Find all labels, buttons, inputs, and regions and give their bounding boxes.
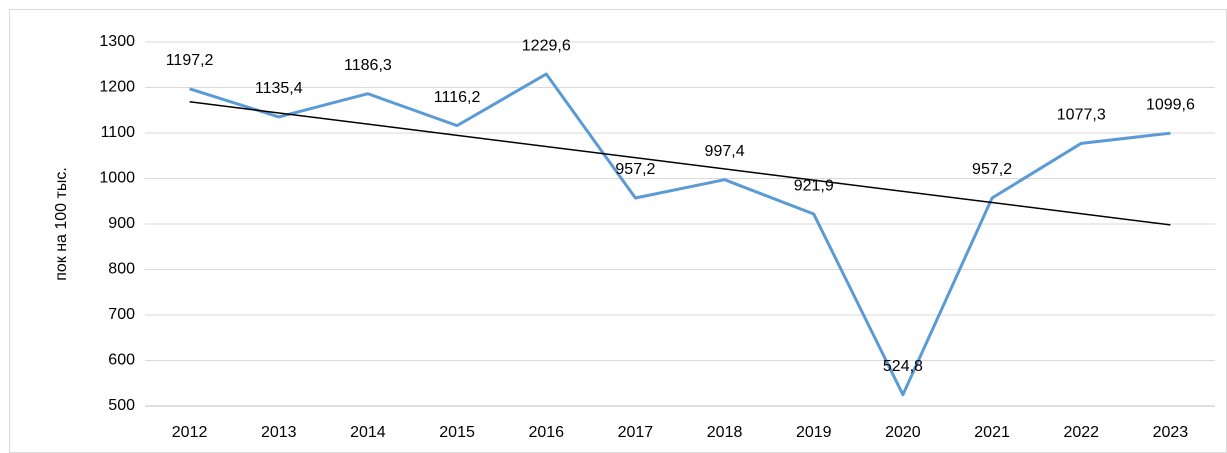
- x-tick-label: 2012: [172, 424, 208, 441]
- x-tick-label: 2016: [528, 424, 564, 441]
- x-tick-label: 2022: [1063, 424, 1099, 441]
- trend-line: [189, 100, 1171, 226]
- x-tick-label: 2013: [261, 424, 297, 441]
- data-label: 1116,2: [434, 89, 481, 106]
- x-tick-label: 2023: [1153, 424, 1189, 441]
- data-label: 1099,6: [1146, 96, 1195, 113]
- data-label: 957,2: [972, 161, 1012, 178]
- y-axis-label: пок на 100 тыс.: [53, 167, 70, 281]
- data-label: 1197,2: [166, 52, 214, 69]
- y-tick-label: 1100: [101, 124, 136, 141]
- data-label: 921,9: [794, 177, 834, 194]
- y-tick-label: 500: [108, 397, 135, 414]
- data-label: 1229,6: [522, 37, 571, 54]
- x-tick-label: 2019: [796, 424, 832, 441]
- x-tick-label: 2015: [439, 424, 475, 441]
- chart-frame: [9, 9, 1227, 453]
- x-tick-label: 2018: [707, 424, 743, 441]
- x-tick-label: 2017: [618, 424, 654, 441]
- data-label: 957,2: [615, 161, 655, 178]
- data-label: 524,8: [883, 358, 923, 375]
- y-tick-label: 700: [108, 306, 135, 323]
- y-tick-label: 1200: [99, 79, 135, 96]
- y-tick-label: 1300: [99, 33, 135, 50]
- data-line: [189, 72, 1171, 397]
- x-tick-label: 2020: [885, 424, 921, 441]
- x-tick-label: 2021: [974, 424, 1010, 441]
- data-label: 1077,3: [1057, 107, 1106, 124]
- data-label: 1186,3: [344, 57, 392, 74]
- x-tick-label: 2014: [350, 424, 386, 441]
- data-label: 1135,4: [255, 80, 303, 97]
- y-tick-label: 600: [108, 352, 135, 369]
- y-tick-label: 1000: [99, 170, 135, 187]
- y-tick-label: 900: [108, 215, 135, 232]
- y-tick-label: 800: [108, 261, 135, 278]
- data-label: 997,4: [705, 143, 745, 160]
